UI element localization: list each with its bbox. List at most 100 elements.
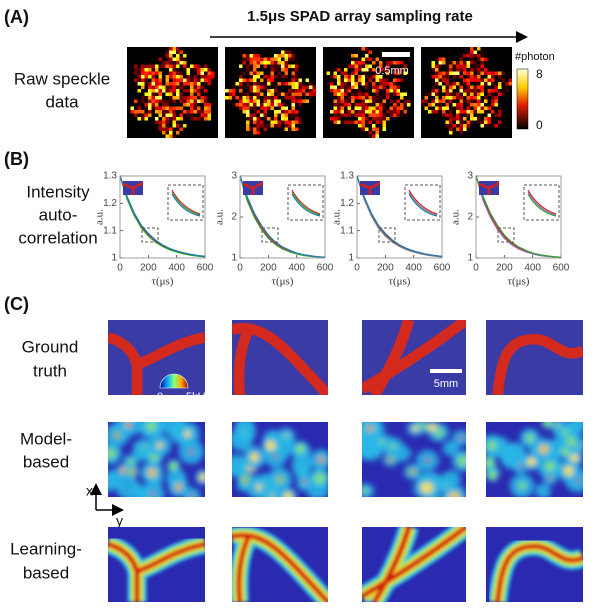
speckle-pixel [470, 47, 474, 51]
speckle-pixel [183, 103, 187, 107]
speckle-pixel [288, 113, 292, 117]
speckle-pixel [176, 96, 180, 100]
speckle-pixel [298, 78, 302, 82]
speckle-pixel [144, 117, 148, 121]
speckle-pixel [179, 113, 183, 117]
speckle-pixel [158, 124, 162, 128]
speckle-pixel [372, 110, 376, 114]
speckle-pixel [491, 106, 495, 110]
zoom-curve [527, 193, 557, 217]
speckle-pixel [449, 64, 453, 68]
x-axis-label: τ(μs) [508, 276, 530, 288]
speckle-pixel [270, 78, 274, 82]
blob-peak [425, 458, 430, 463]
blob-core [127, 458, 134, 466]
speckle-pixel [141, 64, 145, 68]
speckle-pixel [165, 131, 169, 135]
y-tick-label: 2 [467, 212, 473, 223]
speckle-pixel [480, 82, 484, 86]
blob-group [108, 422, 206, 498]
speckle-pixel [298, 120, 302, 124]
speckle-pixel [284, 106, 288, 110]
speckle-pixel [498, 85, 502, 89]
speckle-pixel [144, 103, 148, 107]
speckle-pixel [382, 120, 386, 124]
y-tick-label: 2 [231, 212, 237, 223]
speckle-pixel [393, 99, 397, 103]
speckle-pixel [470, 117, 474, 121]
speckle-pixel [400, 106, 404, 110]
speckle-pixel [459, 131, 463, 135]
speckle-pixel [333, 103, 337, 107]
blob-core [486, 458, 495, 468]
speckle-pixel [249, 78, 253, 82]
speckle-pixel [361, 92, 365, 96]
speckle-pixel [253, 103, 257, 107]
speckle-pixel [487, 75, 491, 79]
speckle-pixel [197, 71, 201, 75]
speckle-pixel [375, 134, 379, 138]
speckle-pixel [281, 92, 285, 96]
speckle-pixel [470, 120, 474, 124]
speckle-pixel [274, 110, 278, 114]
speckle-pixel [291, 113, 295, 117]
speckle-pixel [267, 92, 271, 96]
speckle-pixel [358, 113, 362, 117]
speckle-pixel [473, 106, 477, 110]
speckle-pixel [193, 110, 197, 114]
speckle-pixel [477, 47, 481, 51]
speckle-pixel [165, 82, 169, 86]
speckle-pixel [172, 85, 176, 89]
speckle-pixel [298, 117, 302, 121]
speckle-pixel [477, 54, 481, 58]
speckle-pixel [480, 124, 484, 128]
speckle-pixel [256, 127, 260, 131]
speckle-pixel [344, 78, 348, 82]
speckle-pixel [263, 82, 267, 86]
speckle-pixel [281, 120, 285, 124]
speckle-pixel [389, 99, 393, 103]
speckle-pixel [249, 68, 253, 72]
speckle-pixel [361, 124, 365, 128]
blob-core [255, 484, 262, 491]
speckle-pixel [305, 92, 309, 96]
speckle-pixel [242, 85, 246, 89]
speckle-pixel [253, 78, 257, 82]
speckle-pixel [291, 68, 295, 72]
speckle-pixel [228, 96, 232, 100]
blob-peak [176, 485, 181, 490]
speckle-pixel [463, 61, 467, 65]
speckle-pixel [190, 110, 194, 114]
speckle-pixel [169, 89, 173, 93]
speckle-pixel [477, 99, 481, 103]
speckle-pixel [330, 110, 334, 114]
speckle-pixel [449, 127, 453, 131]
speckle-pixel [400, 68, 404, 72]
speckle-pixel [375, 106, 379, 110]
speckle-pixel [176, 92, 180, 96]
speckle-pixel [326, 82, 330, 86]
speckle-pixel [354, 110, 358, 114]
speckle-pixel [176, 47, 180, 51]
speckle-pixel [337, 106, 341, 110]
speckle-pixel [295, 71, 299, 75]
speckle-pixel [242, 106, 246, 110]
speckle-pixel [358, 61, 362, 65]
speckle-pixel [344, 75, 348, 79]
series-line [475, 175, 562, 258]
speckle-pixel [232, 85, 236, 89]
inset-vessel [122, 181, 144, 195]
speckle-pixel [351, 110, 355, 114]
speckle-pixel [232, 103, 236, 107]
blob-peak [388, 457, 393, 462]
speckle-pixel [151, 85, 155, 89]
speckle-pixel [172, 47, 176, 51]
speckle-pixel [291, 64, 295, 68]
speckle-pixel [235, 103, 239, 107]
speckle-pixel [477, 89, 481, 93]
speckle-pixel [270, 71, 274, 75]
speckle-pixel [361, 47, 365, 51]
speckle-pixel [183, 57, 187, 61]
speckle-pixel [256, 103, 260, 107]
speckle-pixel [274, 113, 278, 117]
